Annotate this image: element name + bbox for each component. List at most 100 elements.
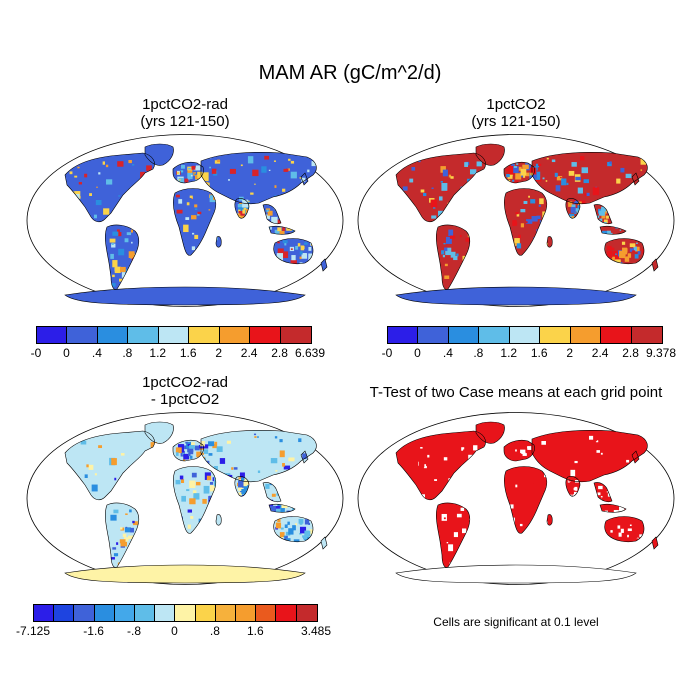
colorbar-1: [36, 326, 312, 344]
land-region-madagascar: [547, 236, 553, 248]
colorbar-3-swatch: [296, 605, 317, 621]
colorbar-1-tick-label: 1.6: [179, 346, 197, 360]
colorbar-3-tick-label: 0: [171, 624, 178, 638]
colorbar-1-swatch: [158, 327, 190, 343]
panel-4-title: T-Test of two Case means at each grid po…: [356, 384, 676, 401]
land-region-madagascar: [216, 514, 222, 526]
colorbar-1-swatch: [250, 327, 281, 343]
colorbar-3-swatch: [215, 605, 237, 621]
panel-2-title-line-2: (yrs 121-150): [471, 113, 561, 130]
colorbar-1-swatch: [128, 327, 159, 343]
panel-2-title-line-1: 1pctCO2: [486, 96, 546, 113]
land-region-greenland: [145, 144, 174, 166]
colorbar-1-tick-label: 2.8: [271, 346, 288, 360]
colorbar-2-swatch: [418, 327, 449, 343]
land-region-madagascar: [547, 514, 553, 526]
colorbar-3-swatch: [94, 605, 115, 621]
colorbar-2-swatch: [509, 327, 541, 343]
colorbar-3-swatch: [276, 605, 297, 621]
colorbar-3-swatch: [74, 605, 95, 621]
colorbar-2-tick-label: 9.378: [645, 346, 677, 360]
colorbar-1-tick-label: 0: [63, 346, 70, 360]
colorbar-2-tick-label: 2.4: [591, 346, 609, 360]
colorbar-3: [33, 604, 318, 622]
colorbar-3-swatch: [256, 605, 277, 621]
colorbar-2-tick-label: .4: [442, 346, 453, 360]
colorbar-1-tick-label: 1.2: [149, 346, 167, 360]
colorbar-1-tick-label: .8: [122, 346, 133, 360]
colorbar-3-swatch: [236, 605, 257, 621]
land-region-greenland: [476, 144, 505, 166]
colorbar-3-tick-label: .8: [209, 624, 220, 638]
colorbar-3-swatch: [34, 605, 55, 621]
colorbar-3-swatch: [135, 605, 156, 621]
land-region-australia: [604, 516, 644, 542]
panel-1-title-line-2: (yrs 121-150): [140, 113, 230, 130]
map-panel-1pctco2: [357, 134, 675, 307]
colorbar-1-swatch: [97, 327, 129, 343]
antarctica-region: [64, 286, 306, 306]
panel-4-title-line-1: T-Test of two Case means at each grid po…: [369, 384, 663, 401]
colorbar-3-swatch: [54, 605, 75, 621]
land-region-asia: [532, 152, 648, 204]
panel-1-title: 1pctCO2-rad (yrs 121-150): [25, 96, 345, 130]
colorbar-3-tick-label: -.8: [127, 624, 142, 638]
colorbar-3-tick-label: -1.6: [83, 624, 104, 638]
panel-2-title: 1pctCO2 (yrs 121-150): [356, 96, 676, 130]
map-panel-ttest: [357, 412, 675, 585]
colorbar-2-labels: -0 0 .4 .8 1.2 1.6 2 2.4 2.8 9.378: [382, 346, 676, 362]
land-region-greenland: [476, 422, 505, 444]
antarctica-region: [64, 564, 306, 584]
colorbar-2: [387, 326, 663, 344]
colorbar-2-tick-label: -0: [381, 346, 393, 360]
colorbar-1-swatch: [189, 327, 220, 343]
panel-3-title: 1pctCO2-rad - 1pctCO2: [25, 374, 345, 408]
antarctica-region: [395, 564, 637, 584]
colorbar-2-tick-label: 0: [414, 346, 421, 360]
colorbar-3-tick-label: 1.6: [247, 624, 264, 638]
colorbar-1-tick-label: .4: [91, 346, 102, 360]
land-region-greenland: [145, 422, 174, 444]
colorbar-3-swatch: [155, 605, 176, 621]
colorbar-1-tick-label: 2.4: [240, 346, 258, 360]
colorbar-3-tick-label: -7.125: [15, 624, 51, 638]
land-region-asia: [201, 152, 317, 204]
colorbar-2-swatch: [479, 327, 510, 343]
colorbar-2-swatch: [388, 327, 419, 343]
colorbar-2-tick-label: 2: [566, 346, 573, 360]
significance-note: Cells are significant at 0.1 level: [433, 615, 599, 629]
colorbar-1-labels: -0 0 .4 .8 1.2 1.6 2 2.4 2.8 6.639: [31, 346, 325, 362]
colorbar-2-swatch: [631, 327, 662, 343]
colorbar-3-labels: -7.125 -1.6 -.8 0 .8 1.6 3.485: [16, 624, 331, 640]
land-region-asia: [532, 430, 648, 482]
colorbar-1-swatch: [219, 327, 251, 343]
panel-1-title-line-1: 1pctCO2-rad: [142, 96, 228, 113]
colorbar-1-swatch: [37, 327, 68, 343]
colorbar-2-swatch: [540, 327, 571, 343]
colorbar-3-tick-label: 3.485: [300, 624, 332, 638]
land-region-northAmerica: [65, 431, 155, 500]
colorbar-3-swatch: [175, 605, 196, 621]
colorbar-2-tick-label: .8: [473, 346, 484, 360]
colorbar-2-swatch: [601, 327, 632, 343]
map-panel-difference: [26, 412, 344, 585]
value-patches: [402, 156, 650, 286]
colorbar-2-swatch: [570, 327, 602, 343]
panel-3-title-line-1: 1pctCO2-rad: [142, 374, 228, 391]
map-panel-1rad: [26, 134, 344, 307]
panel-3-title-line-2: - 1pctCO2: [150, 391, 220, 408]
colorbar-2-tick-label: 1.2: [500, 346, 518, 360]
colorbar-3-swatch: [114, 605, 136, 621]
colorbar-1-tick-label: -0: [30, 346, 42, 360]
land-region-japan: [632, 173, 639, 185]
land-region-europe: [504, 440, 535, 461]
land-region-northAmerica: [65, 153, 155, 222]
colorbar-1-tick-label: 2: [215, 346, 222, 360]
colorbar-2-swatch: [448, 327, 480, 343]
antarctica-region: [395, 286, 637, 306]
colorbar-2-tick-label: 1.6: [530, 346, 548, 360]
colorbar-1-tick-label: 6.639: [294, 346, 326, 360]
colorbar-2-tick-label: 2.8: [622, 346, 639, 360]
land-region-africa: [173, 188, 216, 256]
colorbar-1-swatch: [67, 327, 98, 343]
